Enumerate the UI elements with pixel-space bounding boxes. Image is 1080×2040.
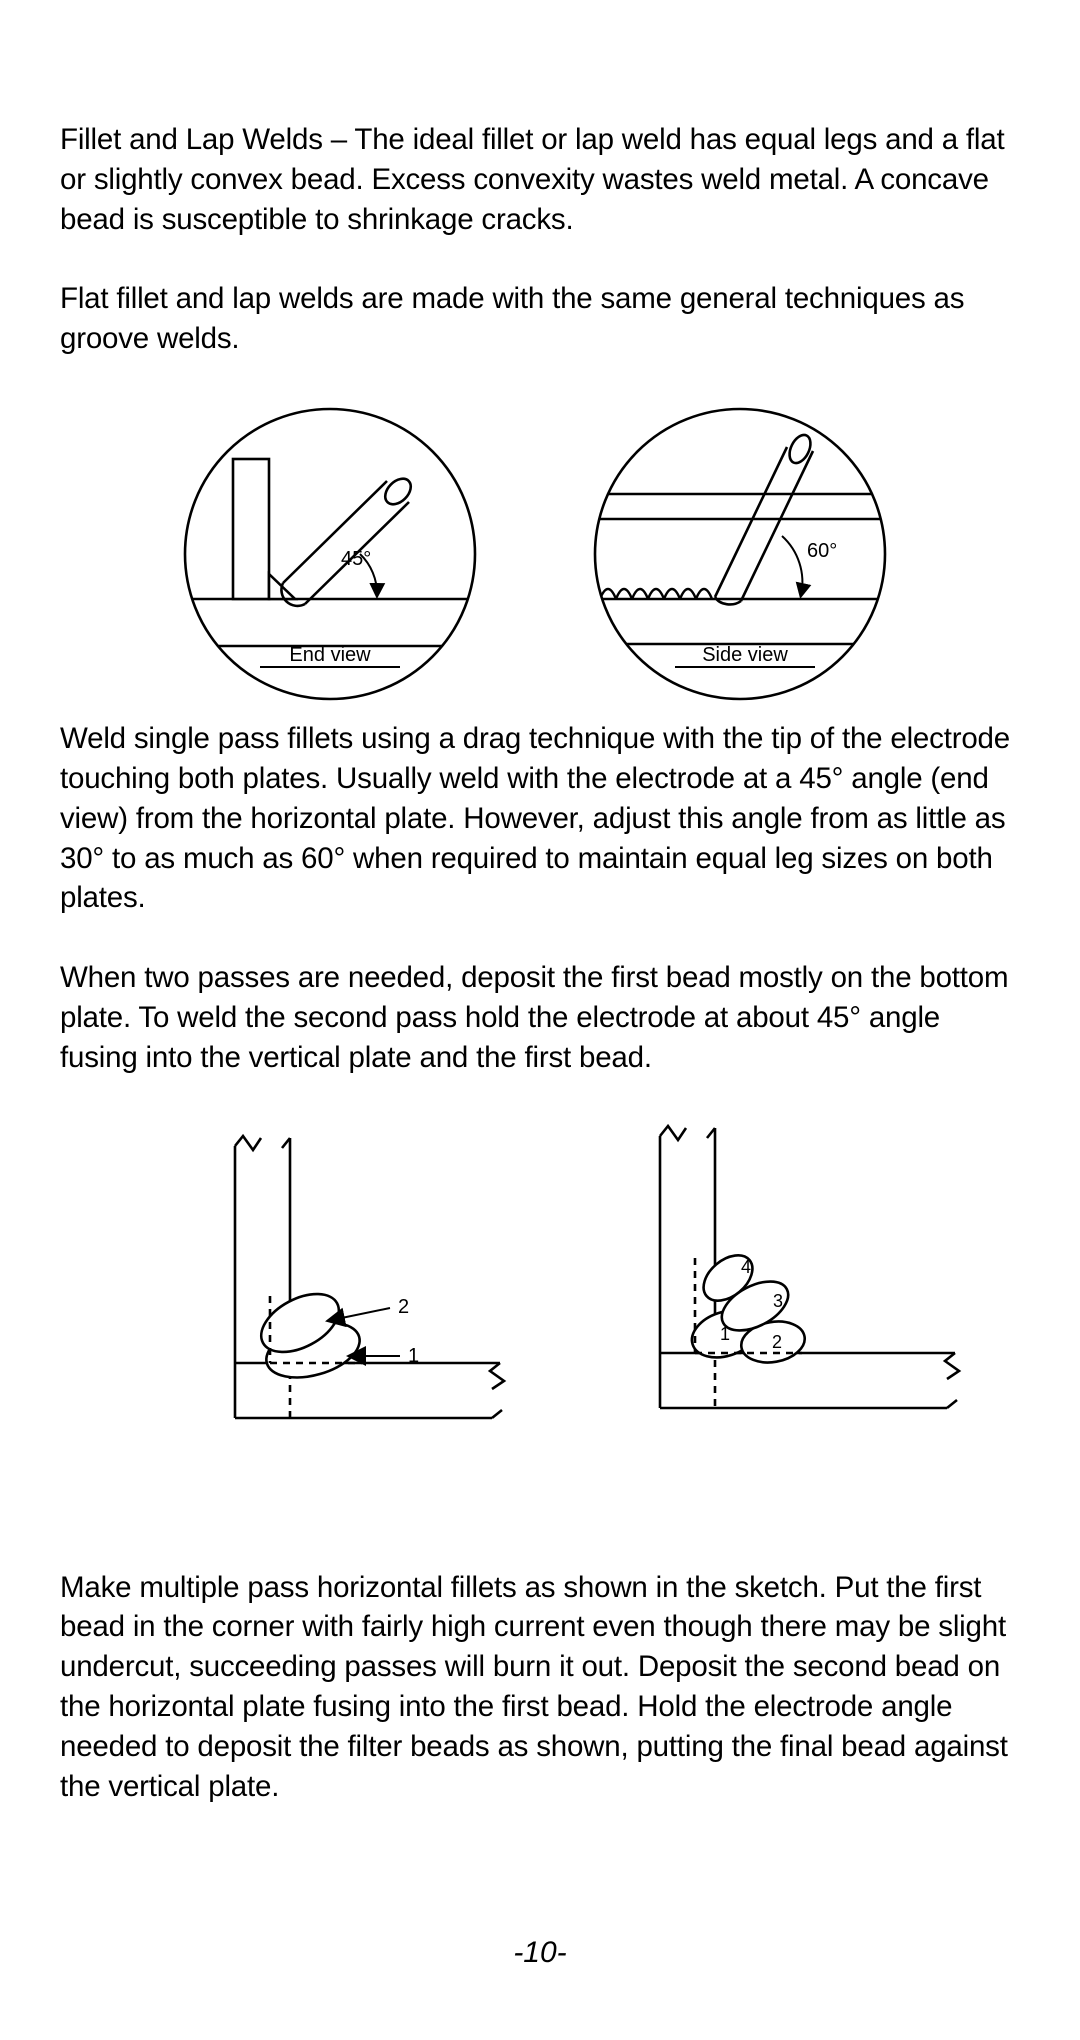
paragraph-3: Weld single pass fillets using a drag te…: [60, 719, 1010, 918]
two-pass-label-1: 1: [408, 1345, 419, 1367]
end-view-caption: End view: [289, 644, 371, 666]
paragraph-2: Flat fillet and lap welds are made with …: [60, 279, 1010, 359]
four-pass-label-2: 2: [772, 1332, 782, 1352]
side-view-diagram: 60° Side view: [565, 399, 915, 709]
paragraph-5: Make multiple pass horizontal fillets as…: [60, 1568, 1010, 1807]
pass-diagrams-row: 1 2 1 2: [60, 1118, 1010, 1478]
angle-diagrams-row: 45° End view: [60, 399, 1010, 709]
four-pass-label-3: 3: [773, 1291, 783, 1311]
side-view-caption: Side view: [702, 644, 788, 666]
paragraph-4: When two passes are needed, deposit the …: [60, 958, 1010, 1077]
end-view-angle-label: 45°: [341, 548, 371, 570]
two-pass-label-2: 2: [398, 1296, 409, 1318]
four-pass-diagram: 1 2 3 4: [550, 1118, 970, 1478]
two-pass-diagram: 1 2: [100, 1118, 510, 1478]
side-view-angle-label: 60°: [807, 540, 837, 562]
document-page: Fillet and Lap Welds – The ideal fillet …: [0, 0, 1080, 1806]
paragraph-1: Fillet and Lap Welds – The ideal fillet …: [60, 120, 1010, 239]
four-pass-label-1: 1: [720, 1324, 730, 1344]
page-number: -10-: [0, 1936, 1080, 1970]
end-view-diagram: 45° End view: [155, 399, 505, 709]
four-pass-label-4: 4: [741, 1257, 751, 1277]
